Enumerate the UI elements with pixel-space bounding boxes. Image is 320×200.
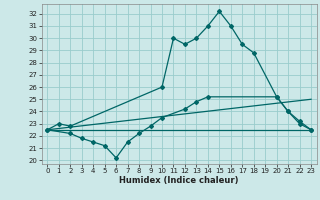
X-axis label: Humidex (Indice chaleur): Humidex (Indice chaleur) bbox=[119, 176, 239, 185]
